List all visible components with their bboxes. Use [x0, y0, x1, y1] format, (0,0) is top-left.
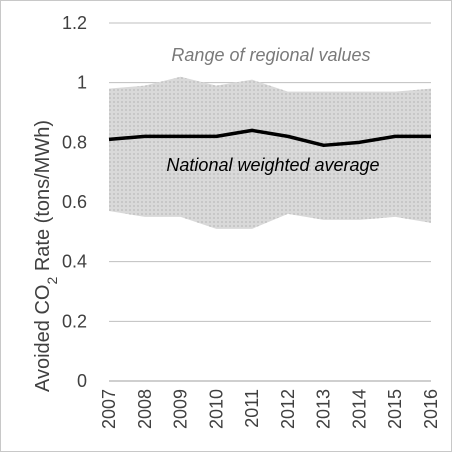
- x-tick-label-2015: 2015: [385, 389, 405, 429]
- y-tick-label-6: 1.2: [62, 13, 87, 33]
- x-tick-label-2013: 2013: [314, 389, 334, 429]
- x-tick-label-2011: 2011: [242, 389, 262, 428]
- range-annotation: Range of regional values: [171, 45, 370, 65]
- y-tick-label-1: 0.2: [62, 311, 87, 331]
- y-tick-label-2: 0.4: [62, 252, 87, 272]
- x-tick-label-2012: 2012: [278, 389, 298, 429]
- y-axis-label: Avoided CO2 Rate (tons/MWh): [32, 120, 60, 392]
- national-average-line: [108, 128, 431, 148]
- x-tick-label-2009: 2009: [171, 389, 191, 429]
- x-tick-label-2014: 2014: [349, 389, 369, 429]
- y-tick-label-3: 0.6: [62, 192, 87, 212]
- average-annotation: National weighted average: [166, 155, 379, 175]
- x-tick-label-2007: 2007: [99, 389, 119, 429]
- y-tick-label-0: 0: [77, 371, 87, 391]
- x-tick-label-2010: 2010: [206, 389, 226, 429]
- y-tick-labels: 0 0.2 0.4 0.6 0.8 1 1.2: [62, 13, 87, 391]
- regional-range-band: [109, 76, 431, 229]
- y-tick-label-4: 0.8: [62, 132, 87, 152]
- x-tick-label-2016: 2016: [421, 389, 441, 429]
- x-tick-label-2008: 2008: [135, 389, 155, 429]
- y-tick-label-5: 1: [77, 73, 87, 93]
- x-tick-labels: 2007 2008 2009 2010 2011 2012 2013 2014 2015 2016: [99, 389, 441, 429]
